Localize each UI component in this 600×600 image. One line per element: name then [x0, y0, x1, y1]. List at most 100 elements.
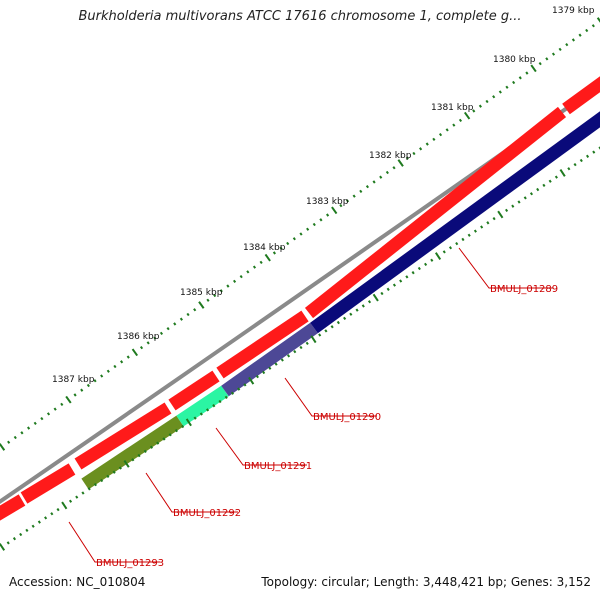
- outer-tick: [558, 47, 562, 52]
- inner-tick: [355, 308, 359, 312]
- reverse-genes[interactable]: [81, 111, 600, 490]
- outer-tick: [530, 64, 537, 73]
- inner-tick: [280, 358, 284, 362]
- outer-tick: [385, 170, 389, 175]
- forward-gene-2[interactable]: [20, 463, 76, 504]
- inner-tick: [343, 316, 347, 321]
- outer-tick: [432, 137, 436, 141]
- inner-tick: [536, 187, 540, 192]
- inner-tick: [299, 345, 303, 350]
- tick-label-1380: 1380 kbp: [493, 55, 536, 65]
- outer-tick: [146, 341, 150, 345]
- inner-tick: [554, 175, 558, 179]
- outer-tick: [80, 388, 84, 392]
- inner-tick: [193, 416, 197, 420]
- outer-tick: [412, 151, 416, 156]
- outer-tick: [425, 142, 429, 146]
- inner-tick: [162, 437, 166, 441]
- inner-tick: [218, 399, 222, 404]
- outer-tick: [53, 407, 57, 411]
- outer-tick: [46, 412, 51, 416]
- inner-tick: [174, 428, 178, 433]
- gene-bmulj-01290[interactable]: [221, 322, 318, 397]
- inner-tick: [112, 470, 116, 474]
- inner-tick: [61, 501, 68, 510]
- outer-tick: [206, 298, 210, 302]
- inner-tick: [185, 418, 192, 427]
- inner-tick: [237, 387, 241, 391]
- gene-labels[interactable]: BMULJ_01289 BMULJ_01290 BMULJ_01291 BMUL…: [96, 284, 558, 569]
- forward-gene-3[interactable]: [74, 402, 172, 470]
- genome-summary: Topology: circular; Length: 3,448,421 bp…: [261, 575, 591, 589]
- inner-tick: [224, 395, 228, 400]
- inner-tick: [230, 391, 235, 395]
- inner-tick: [100, 478, 104, 483]
- inner-tick: [548, 179, 552, 183]
- forward-gene-5[interactable]: [216, 310, 309, 379]
- gene-label-01291[interactable]: BMULJ_01291: [244, 461, 312, 472]
- outer-tick: [139, 345, 144, 350]
- inner-tick: [137, 453, 141, 458]
- inner-tick: [6, 541, 10, 545]
- outer-tick: [219, 289, 223, 293]
- inner-tick: [262, 370, 266, 375]
- forward-gene-7[interactable]: [562, 76, 600, 115]
- inner-tick: [517, 200, 521, 204]
- outer-tick: [166, 327, 170, 331]
- inner-tick: [181, 424, 185, 429]
- inner-tick: [50, 512, 54, 516]
- inner-tick: [367, 300, 372, 304]
- gene-bmulj-01289[interactable]: [310, 111, 600, 334]
- tick-label-1379: 1379 kbp: [552, 6, 595, 16]
- gene-label-01290[interactable]: BMULJ_01290: [313, 412, 381, 423]
- inner-tick: [497, 210, 504, 219]
- gene-label-01292[interactable]: BMULJ_01292: [173, 508, 241, 519]
- inner-tick: [405, 275, 409, 279]
- inner-tick: [434, 252, 442, 260]
- outer-tick: [0, 443, 6, 451]
- inner-tick: [442, 250, 446, 254]
- outer-tick: [512, 80, 516, 85]
- forward-genes[interactable]: [0, 76, 600, 521]
- outer-tick: [264, 253, 271, 262]
- inner-tick: [349, 312, 353, 316]
- outer-tick: [445, 128, 449, 132]
- outer-tick: [60, 402, 64, 407]
- outer-tick: [372, 180, 376, 184]
- inner-tick: [511, 204, 515, 208]
- inner-tick: [324, 329, 328, 333]
- gene-bmulj-01291[interactable]: [176, 385, 229, 427]
- inner-tick: [131, 458, 135, 462]
- forward-gene-6[interactable]: [304, 106, 567, 319]
- inner-tick: [573, 162, 577, 167]
- inner-tick: [542, 183, 546, 188]
- outer-tick: [397, 159, 404, 167]
- inner-tick: [480, 225, 484, 229]
- inner-tick: [44, 516, 48, 520]
- gene-bmulj-01292[interactable]: [81, 415, 184, 490]
- outer-tick: [20, 431, 24, 435]
- outer-tick: [312, 222, 316, 227]
- outer-tick: [492, 95, 496, 99]
- outer-tick: [578, 33, 582, 37]
- inner-tick: [529, 192, 534, 196]
- inner-tick: [93, 483, 97, 487]
- inner-tick: [143, 449, 147, 454]
- inner-tick: [255, 374, 259, 379]
- inner-tick: [106, 474, 110, 478]
- outer-tick: [27, 426, 31, 430]
- outer-tick: [65, 395, 72, 404]
- inner-tick: [293, 350, 297, 354]
- outer-tick: [352, 194, 356, 198]
- inner-tick: [56, 507, 60, 512]
- forward-gene-1[interactable]: [0, 494, 26, 521]
- inner-tick: [505, 208, 509, 212]
- forward-gene-4[interactable]: [168, 370, 220, 411]
- gene-label-01293[interactable]: BMULJ_01293: [96, 558, 164, 569]
- inner-tick: [248, 376, 255, 385]
- outer-tick-marks: [0, 17, 600, 451]
- outer-tick: [306, 227, 310, 231]
- inner-tick: [399, 279, 403, 283]
- gene-label-01289[interactable]: BMULJ_01289: [490, 284, 558, 295]
- inner-tick: [206, 408, 210, 412]
